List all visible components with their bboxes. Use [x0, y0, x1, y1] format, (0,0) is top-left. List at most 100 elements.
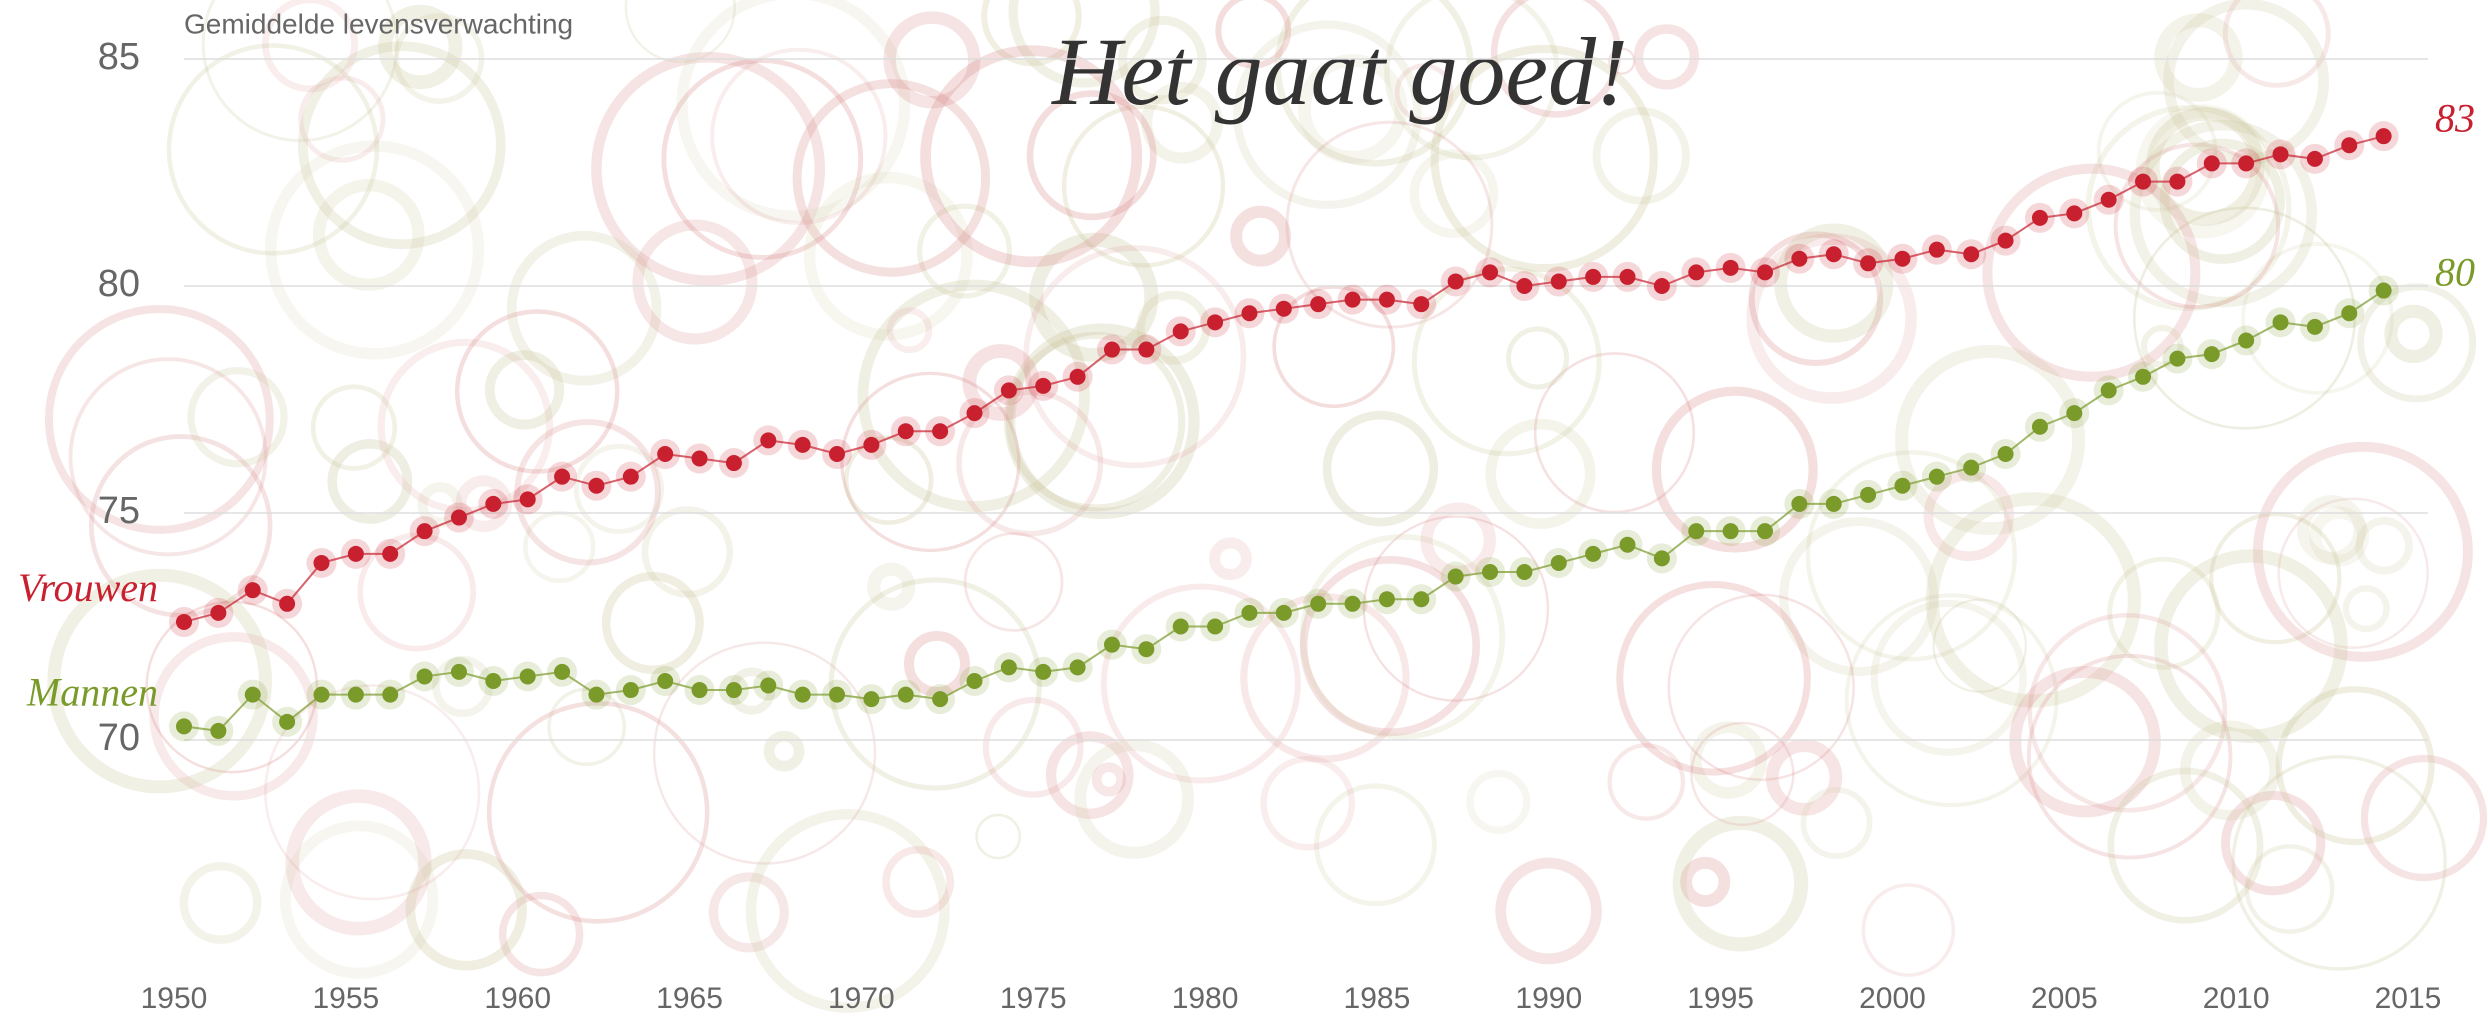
- marker: [1241, 305, 1257, 321]
- decor-circle: [1680, 823, 1802, 945]
- marker: [1207, 314, 1223, 330]
- y-tick-label: 75: [98, 490, 140, 532]
- marker: [657, 446, 673, 462]
- marker: [1138, 342, 1154, 358]
- marker: [485, 496, 501, 512]
- x-tick-label: 2000: [1859, 982, 1926, 1015]
- decor-circle: [1610, 745, 1683, 818]
- marker: [1448, 273, 1464, 289]
- decor-circle: [2391, 311, 2436, 356]
- marker: [932, 423, 948, 439]
- marker: [1929, 469, 1945, 485]
- marker: [417, 668, 433, 684]
- marker: [1654, 278, 1670, 294]
- marker: [348, 687, 364, 703]
- marker: [760, 678, 776, 694]
- marker: [2066, 405, 2082, 421]
- marker: [210, 723, 226, 739]
- decor-circle: [909, 636, 965, 692]
- marker: [1379, 292, 1395, 308]
- marker: [726, 455, 742, 471]
- marker: [1894, 478, 1910, 494]
- marker: [176, 614, 192, 630]
- decor-circle: [1803, 790, 1869, 856]
- marker: [1138, 641, 1154, 657]
- marker: [313, 555, 329, 571]
- decor-circle: [525, 513, 593, 581]
- marker: [1345, 596, 1361, 612]
- marker: [279, 714, 295, 730]
- decor-circle: [606, 576, 699, 669]
- marker: [1070, 369, 1086, 385]
- marker: [2101, 192, 2117, 208]
- decor-circle: [874, 569, 909, 604]
- decor-circle: [831, 580, 1039, 788]
- series-label: Mannen: [26, 670, 158, 715]
- decor-circle: [977, 815, 1020, 858]
- marker: [1001, 382, 1017, 398]
- x-tick-label: 1990: [1515, 982, 1582, 1015]
- marker: [2135, 369, 2151, 385]
- marker: [1413, 591, 1429, 607]
- marker: [760, 432, 776, 448]
- marker: [1929, 242, 1945, 258]
- marker: [1482, 264, 1498, 280]
- decor-circle: [1509, 329, 1567, 387]
- marker: [554, 469, 570, 485]
- marker: [1963, 460, 1979, 476]
- decor-circle: [1264, 759, 1352, 847]
- marker: [554, 664, 570, 680]
- marker: [2376, 128, 2392, 144]
- marker: [795, 437, 811, 453]
- decoration: [49, 0, 2484, 1008]
- marker: [692, 682, 708, 698]
- marker: [966, 405, 982, 421]
- decor-circle: [1327, 415, 1434, 522]
- marker: [1173, 323, 1189, 339]
- marker: [2032, 210, 2048, 226]
- x-tick-label: 2005: [2031, 982, 2098, 1015]
- marker: [657, 673, 673, 689]
- marker: [588, 687, 604, 703]
- decor-circle: [645, 510, 730, 595]
- marker: [1104, 342, 1120, 358]
- marker: [2341, 305, 2357, 321]
- decor-circle: [292, 796, 425, 929]
- marker: [1276, 605, 1292, 621]
- marker: [898, 687, 914, 703]
- chart-title: Het gaat goed!: [1050, 18, 1628, 125]
- decor-circle: [1470, 773, 1527, 830]
- y-tick-label: 70: [98, 717, 140, 759]
- decor-circle: [1097, 767, 1122, 792]
- series-label: Vrouwen: [18, 565, 158, 610]
- decor-circle: [1491, 424, 1591, 524]
- marker: [1998, 446, 2014, 462]
- y-axis-label: Gemiddelde levensverwachting: [184, 8, 573, 39]
- marker: [1516, 564, 1532, 580]
- marker: [623, 682, 639, 698]
- marker: [520, 491, 536, 507]
- marker: [2307, 319, 2323, 335]
- marker: [898, 423, 914, 439]
- marker: [1688, 523, 1704, 539]
- marker: [1757, 264, 1773, 280]
- decor-circle: [1686, 863, 1724, 901]
- marker: [2307, 151, 2323, 167]
- x-tick-label: 1965: [656, 982, 723, 1015]
- marker: [966, 673, 982, 689]
- marker: [863, 691, 879, 707]
- marker: [1104, 637, 1120, 653]
- decor-circle: [49, 309, 270, 530]
- marker: [1413, 296, 1429, 312]
- marker: [2273, 146, 2289, 162]
- marker: [2204, 155, 2220, 171]
- marker: [1482, 564, 1498, 580]
- marker: [2066, 205, 2082, 221]
- y-tick-label: 85: [98, 36, 140, 78]
- decor-circle: [332, 444, 407, 519]
- marker: [1826, 496, 1842, 512]
- marker: [1620, 537, 1636, 553]
- marker: [1826, 246, 1842, 262]
- decor-circle: [1104, 587, 1298, 781]
- marker: [2238, 332, 2254, 348]
